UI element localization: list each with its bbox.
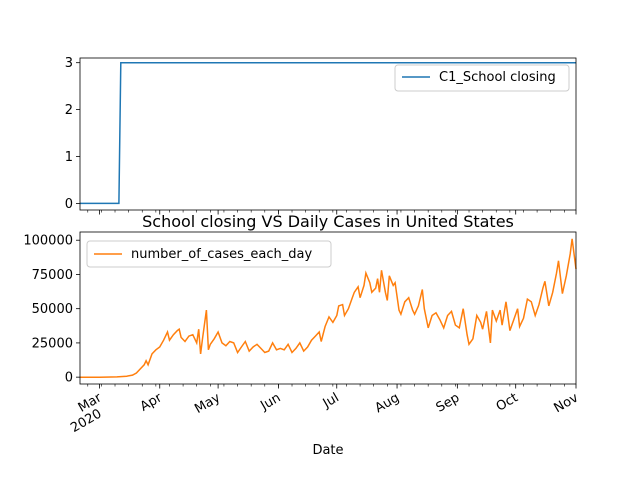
bottom-legend-label: number_of_cases_each_day <box>131 247 312 262</box>
top-legend-box <box>394 64 570 92</box>
bottom-legend: number_of_cases_each_day <box>86 240 332 268</box>
top-legend: C1_School closing <box>394 64 570 92</box>
number-of-cases-line <box>80 238 577 378</box>
top-legend-label: C1_School closing <box>439 70 556 85</box>
y-tick-label: 50000 <box>32 302 73 317</box>
y-tick-label: 0 <box>65 197 73 212</box>
y-tick-label: 2 <box>65 103 73 118</box>
y-tick-label: 25000 <box>32 336 73 351</box>
x-axis-label: Date <box>312 443 343 458</box>
bottom-legend-box <box>86 240 332 268</box>
y-tick-label: 100000 <box>23 234 73 249</box>
bottom-y-axis: 0 25000 50000 75000 100000 <box>23 234 80 386</box>
bottom-axes-frame <box>79 231 577 385</box>
chart-title: School closing VS Daily Cases in United … <box>142 212 514 231</box>
y-tick-label: 75000 <box>32 268 73 283</box>
top-x-axis <box>87 210 577 215</box>
y-tick-label: 0 <box>65 371 73 386</box>
c1-school-closing-line <box>80 61 576 205</box>
y-tick-label: 1 <box>65 150 73 165</box>
y-tick-label: 3 <box>65 56 73 71</box>
school-closing-panel: 0 1 2 3 C1_School closing <box>65 56 577 215</box>
top-y-axis: 0 1 2 3 <box>65 56 80 212</box>
top-axes-frame <box>79 57 577 211</box>
x-tick-label: Jul <box>320 390 342 411</box>
